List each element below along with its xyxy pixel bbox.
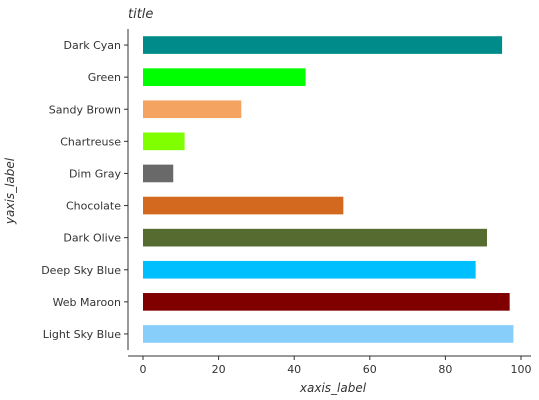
y-tick-label-chocolate: Chocolate [66,200,121,213]
y-tick-label-dark-cyan: Dark Cyan [63,39,121,52]
x-tick-label-80: 80 [438,363,452,376]
bar-web-maroon [143,293,510,311]
y-tick-label-dim-gray: Dim Gray [69,167,122,180]
y-tick-label-web-maroon: Web Maroon [53,296,121,309]
bar-sandy-brown [143,100,242,119]
bar-deep-sky-blue [143,260,476,279]
bar-light-sky-blue [143,325,514,343]
chart-title: title [128,7,153,22]
bars [143,36,514,343]
x-axis: 0 20 40 60 80 100 [128,355,532,376]
y-tick-label-chartreuse: Chartreuse [60,135,121,148]
y-tick-label-sandy-brown: Sandy Brown [49,103,121,116]
y-tick-label-dark-olive: Dark Olive [63,232,121,245]
y-axis-label: yaxis_label [3,157,17,225]
y-tick-label-deep-sky-blue: Deep Sky Blue [41,264,121,277]
bar-dark-olive [143,228,487,247]
x-tick-label-100: 100 [511,363,532,376]
bar-chartreuse [143,132,185,151]
y-tick-label-light-sky-blue: Light Sky Blue [43,328,121,341]
x-axis-label: xaxis_label [299,381,367,395]
x-tick-label-60: 60 [363,363,377,376]
bar-green [143,68,306,86]
y-axis: Light Sky Blue Web Maroon Deep Sky Blue Dar… [41,29,129,350]
bar-dark-cyan [143,36,503,54]
bar-chocolate [143,196,344,215]
y-tick-label-green: Green [88,71,121,84]
bar-dim-gray [143,164,174,183]
x-tick-label-40: 40 [287,363,301,376]
x-tick-label-20: 20 [212,363,226,376]
x-tick-label-0: 0 [140,363,147,376]
